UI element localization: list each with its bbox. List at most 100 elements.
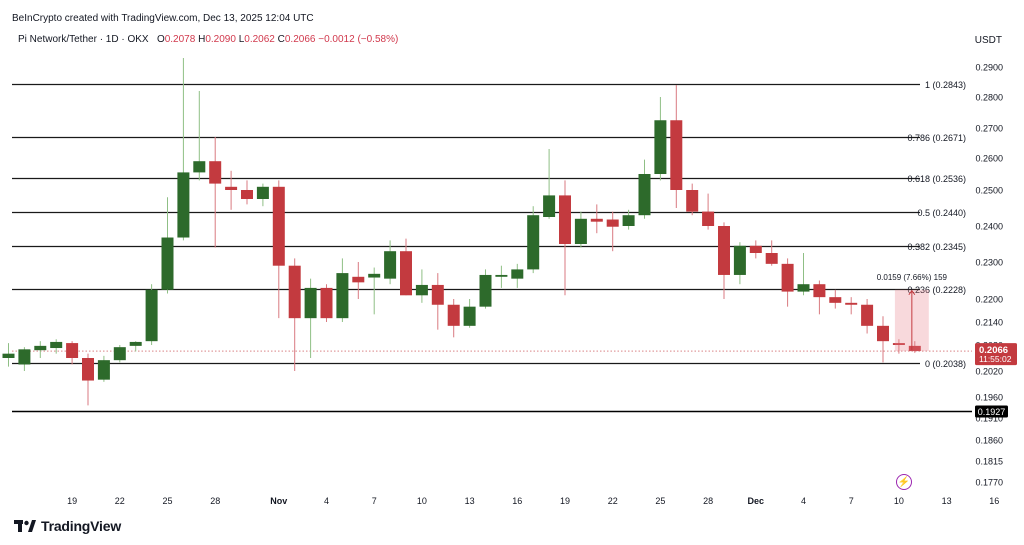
candle-body [320, 287, 333, 319]
close-label: C [277, 34, 285, 45]
candle-body [718, 226, 730, 275]
candle-body [590, 218, 603, 222]
time-tick-label: 16 [512, 496, 522, 506]
fib-level-label: 0.786 (0.2671) [907, 133, 966, 143]
measure-label: 0.0159 (7.66%) 159 [877, 273, 948, 282]
low-value: 0.2062 [244, 34, 275, 45]
candle-body [431, 284, 444, 305]
candle-body [702, 211, 715, 226]
candle-body [82, 358, 94, 381]
time-tick-label: 4 [324, 496, 329, 506]
high-label: H [198, 34, 206, 45]
time-tick-label: 28 [703, 496, 713, 506]
candle-body [654, 120, 667, 174]
candle-body [797, 284, 810, 292]
low-label: L [238, 34, 245, 45]
close-value: 0.2066 [284, 34, 316, 45]
price-tick-label: 0.2600 [975, 154, 1003, 164]
open-label: O [156, 34, 165, 45]
time-tick-label: 10 [417, 496, 427, 506]
time-tick-label: 28 [210, 496, 220, 506]
candle-body [606, 219, 619, 227]
candle-body [193, 161, 206, 173]
price-tick-label: 0.1815 [975, 457, 1003, 467]
candle-body [861, 304, 874, 326]
time-tick-label: 19 [67, 496, 77, 506]
candle-body [479, 274, 492, 307]
candle-body [145, 289, 158, 342]
candle-body [733, 245, 746, 275]
price-tick-label: 0.2900 [975, 63, 1003, 73]
candle-body [511, 269, 524, 279]
time-tick-label: 22 [115, 496, 125, 506]
price-axis: 0.2900 0.2800 0.2700 0.2600 0.2500 0.2400 0.23… [975, 63, 1017, 488]
candle-body [34, 345, 47, 351]
countdown-text: 11:55:02 [979, 354, 1012, 364]
price-tick-label: 0.2200 [975, 295, 1003, 305]
measure-arrowhead [908, 289, 916, 296]
price-tick-label: 0.2400 [975, 222, 1003, 232]
symbol-name: Pi Network/Tether · 1D · OKX [18, 34, 149, 45]
tradingview-brand: TradingView [14, 518, 121, 534]
candle-body [209, 161, 222, 184]
candle-body [749, 245, 762, 253]
candle-body [304, 287, 317, 319]
candle-body [638, 174, 651, 216]
price-tick-label: 0.2700 [975, 124, 1003, 134]
candle-body [527, 215, 540, 270]
time-tick-label: 7 [372, 496, 377, 506]
time-tick-label: 13 [942, 496, 952, 506]
price-tick-label: 0.2020 [975, 367, 1003, 377]
candle-body [559, 195, 571, 244]
currency-label: USDT [974, 35, 1002, 46]
candle-body [574, 218, 587, 244]
fib-level-label: 0 (0.2038) [925, 359, 966, 369]
candle-body [336, 273, 349, 319]
time-tick-label: 19 [560, 496, 570, 506]
current-price-badge [975, 343, 1017, 366]
candle-body [66, 343, 79, 358]
candle-body [288, 265, 301, 319]
candle-body [845, 302, 858, 305]
fib-level-label: 0.382 (0.2345) [907, 242, 966, 252]
lightning-event-icon[interactable]: ⚡ [896, 474, 912, 490]
candle-body [272, 186, 285, 266]
fib-level-label: 0.618 (0.2536) [907, 174, 966, 184]
candle-body [781, 263, 794, 292]
open-value: 0.2078 [164, 34, 196, 45]
candle-body [622, 215, 635, 226]
price-tick-label: 0.2140 [975, 318, 1003, 328]
time-tick-label: 13 [465, 496, 475, 506]
fib-level-label: 0.5 (0.2440) [917, 208, 966, 218]
tradingview-logo-icon [14, 520, 36, 532]
time-axis: 19 22 25 28 Nov 4 7 10 13 16 19 22 25 28 Dec 4 7 10 13 16 [67, 496, 999, 506]
candle-body [97, 360, 110, 380]
support-price-badge-text: 0.1927 [978, 407, 1006, 417]
candle-body [813, 284, 826, 298]
candle-body [415, 284, 428, 296]
candle-body [670, 120, 683, 190]
candle-body [829, 297, 842, 303]
candle-body [908, 345, 921, 352]
candle-body [18, 349, 31, 365]
candle-body [161, 237, 174, 290]
candle-body [225, 186, 238, 190]
price-tick-label: 0.2500 [975, 186, 1003, 196]
candle-body [495, 274, 508, 277]
time-tick-label: Nov [270, 496, 287, 506]
price-tick-label: 0.1770 [975, 478, 1003, 488]
current-price-text: 0.2066 [979, 345, 1008, 356]
candle-body [50, 341, 63, 349]
symbol-legend: Pi Network/Tether · 1D · OKX O0.2078 H 0.… [18, 34, 398, 45]
fib-level-label: 1 (0.2843) [925, 80, 966, 90]
time-tick-label: 22 [608, 496, 618, 506]
candle-body [463, 306, 476, 326]
time-tick-label: 16 [989, 496, 999, 506]
brand-name: TradingView [41, 518, 122, 534]
chart-credit: BeInCrypto created with TradingView.com,… [12, 13, 314, 24]
time-tick-label: 7 [849, 496, 854, 506]
time-tick-label: 25 [655, 496, 665, 506]
candle-body [400, 251, 412, 296]
candle-body [177, 172, 190, 238]
